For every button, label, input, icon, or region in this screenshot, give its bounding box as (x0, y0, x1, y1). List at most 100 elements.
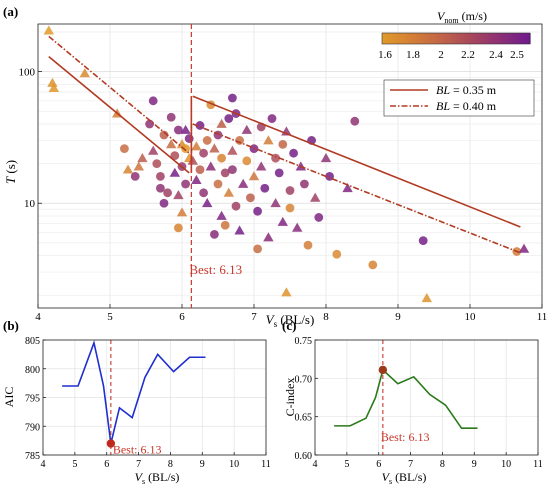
colorbar-segment (520, 33, 524, 44)
a-point-circle (274, 168, 284, 178)
a-point-circle (285, 203, 295, 213)
a-frame (37, 23, 543, 309)
c-xtick-label: 11 (533, 459, 543, 470)
a-ticks: 4 5 6 7 8 9 10 11 10 100 (19, 67, 548, 323)
a-point-circle (220, 168, 230, 178)
colorbar-segment (438, 33, 442, 44)
a-point-circle (235, 136, 245, 145)
a-xlabel: Vs (BL/s) (266, 312, 315, 329)
colorbar-segment (431, 33, 435, 44)
a-point-circle (253, 206, 262, 216)
a-point-circle (120, 144, 129, 154)
a-point-triangle (421, 292, 432, 303)
legend-label-040: BL = 0.40 m (436, 99, 497, 113)
colorbar-segment (401, 33, 405, 44)
a-xtick-label: 5 (107, 311, 113, 323)
colorbar-segment (463, 33, 467, 44)
colorbar-segment (490, 33, 494, 44)
b-aic-line (62, 340, 206, 444)
colorbar-segment (433, 33, 437, 44)
colorbar-segment (399, 33, 403, 44)
a-point-circle (228, 165, 237, 175)
a-xtick-label: 4 (35, 311, 41, 323)
a-point-triangle (234, 225, 245, 235)
b-best-point (106, 439, 116, 448)
a-point-circle (152, 159, 162, 169)
colorbar-segment (505, 33, 509, 44)
panel-a-label: (a) (3, 4, 18, 19)
a-point-triangle (281, 287, 292, 297)
a-point-circle (314, 213, 324, 222)
a-trend-040 (48, 35, 190, 154)
a-point-circle (195, 121, 205, 130)
a-point-circle (242, 156, 252, 166)
a-point-circle (181, 179, 191, 189)
a-point-triangle (263, 135, 274, 145)
colorbar-segment (421, 33, 425, 44)
colorbar-segment (527, 33, 531, 44)
a-point-triangle (133, 161, 144, 171)
b-xtick-label: 7 (136, 459, 141, 470)
c-xtick-label: 9 (472, 459, 477, 470)
colorbar-tick-label: 1.8 (406, 49, 420, 61)
a-point-triangle (79, 68, 90, 78)
a-xtick-label: 8 (323, 311, 329, 323)
a-point-triangle (292, 222, 303, 232)
a-point-circle (231, 201, 241, 211)
a-point-circle (303, 240, 313, 250)
a-point-triangle (202, 198, 213, 208)
a-point-circle (170, 151, 180, 161)
colorbar-segment (493, 33, 497, 44)
a-point-triangle (270, 198, 281, 208)
colorbar-segment (522, 33, 526, 44)
c-best-label: Best: 6.13 (381, 430, 430, 444)
c-best-point (378, 365, 388, 375)
a-point-triangle (122, 164, 134, 174)
b-xtick-label: 9 (200, 459, 205, 470)
colorbar-segment (502, 33, 506, 44)
colorbar-segment (510, 33, 514, 44)
b-xtick-label: 10 (229, 459, 239, 470)
colorbar-segment (414, 33, 418, 44)
colorbar-segment (512, 33, 516, 44)
b-xlabel: Vs (BL/s) (135, 470, 180, 486)
a-point-circle (202, 136, 212, 145)
c-axes-box (314, 339, 539, 456)
a-point-circle (184, 134, 194, 143)
a-point-triangle (166, 139, 177, 149)
c-ytick-label: 0.70 (295, 374, 313, 385)
c-xtick-label: 8 (440, 459, 445, 470)
colorbar-segment (428, 33, 432, 44)
panel-b-label: (b) (3, 318, 19, 333)
colorbar-tick-label: 2.5 (510, 49, 524, 61)
a-xtick-label: 11 (537, 311, 548, 323)
c-ytick-label: 0.75 (295, 336, 313, 347)
a-point-circle (159, 198, 169, 208)
colorbar-segment (456, 33, 460, 44)
a-point-circle (332, 249, 342, 259)
colorbar-tick-label: 1.6 (378, 49, 392, 61)
a-point-circle (181, 144, 191, 154)
colorbar-tick-label: 2 (438, 49, 444, 61)
c-ytick-label: 0.65 (295, 413, 313, 424)
a-point-circle (145, 119, 155, 129)
colorbar-segment (411, 33, 415, 44)
a-point-triangle (263, 232, 274, 242)
a-point-circle (166, 112, 176, 122)
panel-c-label: (c) (282, 318, 296, 333)
a-point-circle (289, 148, 298, 158)
b-xtick-label: 11 (261, 459, 271, 470)
c-xtick-label: 6 (376, 459, 381, 470)
a-point-circle (199, 188, 209, 198)
a-point-circle (418, 236, 428, 246)
b-ylabel: AIC (2, 387, 16, 408)
a-point-triangle (205, 161, 216, 171)
a-point-triangle (180, 124, 191, 134)
colorbar-segment (515, 33, 519, 44)
colorbar-segment (468, 33, 472, 44)
colorbar-segment (500, 33, 504, 44)
a-point-triangle (169, 167, 180, 177)
b-xtick-label: 6 (104, 459, 109, 470)
a-point-circle (246, 193, 255, 203)
a-xtick-label: 6 (179, 311, 185, 323)
